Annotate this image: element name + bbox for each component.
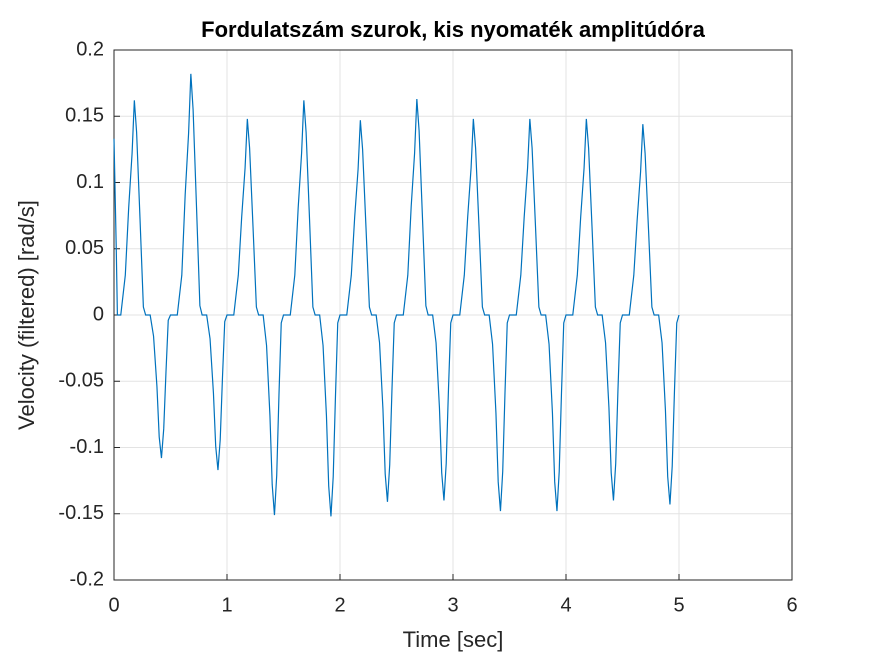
y-tick-label: 0.05 — [65, 237, 104, 259]
x-axis-label: Time [sec] — [403, 627, 504, 652]
x-tick-label: 1 — [221, 594, 232, 616]
y-tick-label: 0 — [93, 303, 104, 325]
chart-title: Fordulatszám szurok, kis nyomaték amplit… — [201, 17, 705, 42]
y-tick-label: -0.1 — [70, 436, 104, 458]
y-tick-label: 0.1 — [76, 171, 104, 193]
y-tick-label: 0.15 — [65, 105, 104, 127]
y-tick-label: -0.2 — [70, 568, 104, 590]
x-tick-label: 2 — [334, 594, 345, 616]
plot-frame — [113, 49, 793, 581]
x-tick-label: 4 — [560, 594, 571, 616]
y-axis-label: Velocity (filtered) [rad/s] — [14, 200, 39, 430]
x-tick-label: 6 — [786, 594, 797, 616]
x-tick-label: 0 — [108, 594, 119, 616]
x-tick-label: 5 — [673, 594, 684, 616]
x-tick-label: 3 — [447, 594, 458, 616]
y-tick-label: -0.05 — [58, 370, 104, 392]
y-tick-label: 0.2 — [76, 38, 104, 60]
data-line — [113, 73, 680, 517]
y-tick-label: -0.15 — [58, 502, 104, 524]
